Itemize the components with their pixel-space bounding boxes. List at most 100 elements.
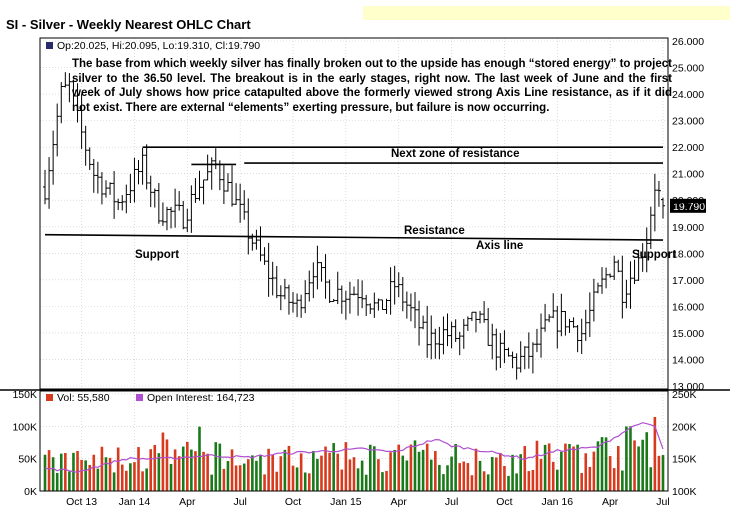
volume-bar (100, 446, 104, 491)
volume-bar (466, 463, 470, 491)
volume-bar (202, 451, 205, 491)
volume-bar (295, 467, 299, 491)
volume-bar (263, 474, 266, 491)
volume-bar (47, 450, 51, 491)
x-tick-label: Jul (233, 496, 246, 508)
label-support-left: Support (135, 249, 180, 261)
volume-bar (580, 472, 583, 491)
volume-bar (621, 470, 624, 491)
volume-bar (413, 440, 417, 491)
volume-bar (612, 468, 616, 491)
volume-bar (657, 455, 661, 491)
volume-bar (218, 443, 222, 491)
volume-bar (55, 472, 59, 491)
volume-bar (625, 426, 628, 491)
volume-bar (84, 460, 87, 491)
volume-bar (194, 451, 197, 491)
volume-bar (332, 443, 335, 491)
volume-legend: Vol: 55,580 (57, 392, 110, 404)
volume-bar (186, 441, 189, 491)
volume-bar (368, 444, 372, 491)
volume-bar (64, 452, 67, 491)
volume-bar (523, 446, 527, 491)
volume-tick-label: 50K (18, 454, 37, 466)
oi-legend-swatch (136, 394, 143, 401)
volume-bar (641, 439, 644, 491)
volume-bar (576, 444, 579, 491)
x-tick-label: Apr (179, 496, 196, 508)
chart-title: SI - Silver - Weekly Nearest OHLC Chart (6, 17, 251, 32)
volume-bar (291, 465, 295, 491)
volume-bar (633, 440, 636, 491)
price-tick-label: 16.000 (672, 301, 704, 313)
open-interest-series (44, 422, 664, 474)
volume-bar (267, 448, 270, 491)
oi-tick-label: 250K (672, 389, 697, 401)
volume-bar (405, 460, 409, 491)
volume-bar (373, 446, 376, 491)
price-tick-label: 21.000 (672, 169, 704, 181)
volume-bar (104, 457, 108, 491)
volume-bar (210, 474, 213, 491)
volume-tick-label: 150K (12, 389, 37, 401)
price-tick-label: 17.000 (672, 275, 704, 287)
volume-bar (43, 454, 47, 491)
open-interest-line (44, 422, 664, 474)
volume-bar (470, 475, 474, 491)
volume-bar (165, 439, 169, 491)
price-tick-label: 26.000 (672, 36, 704, 48)
volume-bar (564, 443, 567, 491)
price-legend-swatch (46, 42, 53, 49)
volume-bar (653, 416, 657, 491)
volume-bar (242, 463, 246, 491)
volume-bar (145, 468, 148, 491)
volume-bar (596, 441, 600, 491)
price-legend: Op:20.025, Hi:20.095, Lo:19.310, Cl:19.7… (57, 40, 260, 52)
volume-bar (51, 457, 55, 491)
volume-bar (377, 459, 380, 491)
volume-bar (454, 443, 457, 491)
volume-bar (507, 475, 510, 491)
volume-bar (92, 454, 96, 491)
volume-bar (535, 440, 539, 491)
axis-labels: 13.000 14.000 15.000 16.000 17.000 18.000 19.0… (12, 36, 704, 508)
volume-bar (434, 451, 437, 491)
legends: Op:20.025, Hi:20.095, Lo:19.310, Cl:19.7… (46, 40, 260, 404)
volume-bar (584, 453, 588, 491)
volume-bar (283, 449, 287, 491)
volume-bar (560, 451, 563, 491)
volume-bar (629, 426, 632, 491)
volume-bar (381, 472, 384, 491)
volume-bar (458, 463, 462, 491)
volume-bar (389, 452, 392, 491)
volume-tick-label: 0K (24, 486, 37, 498)
volume-bar (503, 465, 506, 491)
volume-bar (393, 449, 396, 491)
price-tick-label: 20.000 (672, 195, 704, 207)
volume-bar (429, 459, 433, 491)
volume-bar (161, 432, 165, 491)
price-bars (43, 72, 665, 380)
volume-bar (438, 464, 441, 491)
volume-bar (555, 469, 559, 491)
last-price-box (670, 198, 706, 213)
volume-bar (490, 456, 494, 491)
volume-bar (495, 457, 498, 491)
price-tick-label: 13.000 (672, 381, 704, 393)
volume-bar (316, 458, 319, 491)
volume-bars (43, 416, 665, 491)
volume-bar (616, 446, 620, 491)
volume-bar (450, 456, 453, 491)
x-tick-label: Jan 16 (542, 496, 574, 508)
price-tick-label: 23.000 (672, 116, 704, 128)
volume-bar (478, 460, 482, 491)
chart-annotation: The base from which weekly silver has fi… (72, 58, 672, 114)
volume-bar (153, 444, 157, 491)
volume-bar (551, 461, 555, 491)
volume-bar (177, 456, 181, 491)
volume-tick-label: 100K (12, 421, 37, 433)
volume-bar (307, 473, 311, 491)
volume-bar (133, 462, 136, 491)
volume-bar (474, 448, 478, 491)
